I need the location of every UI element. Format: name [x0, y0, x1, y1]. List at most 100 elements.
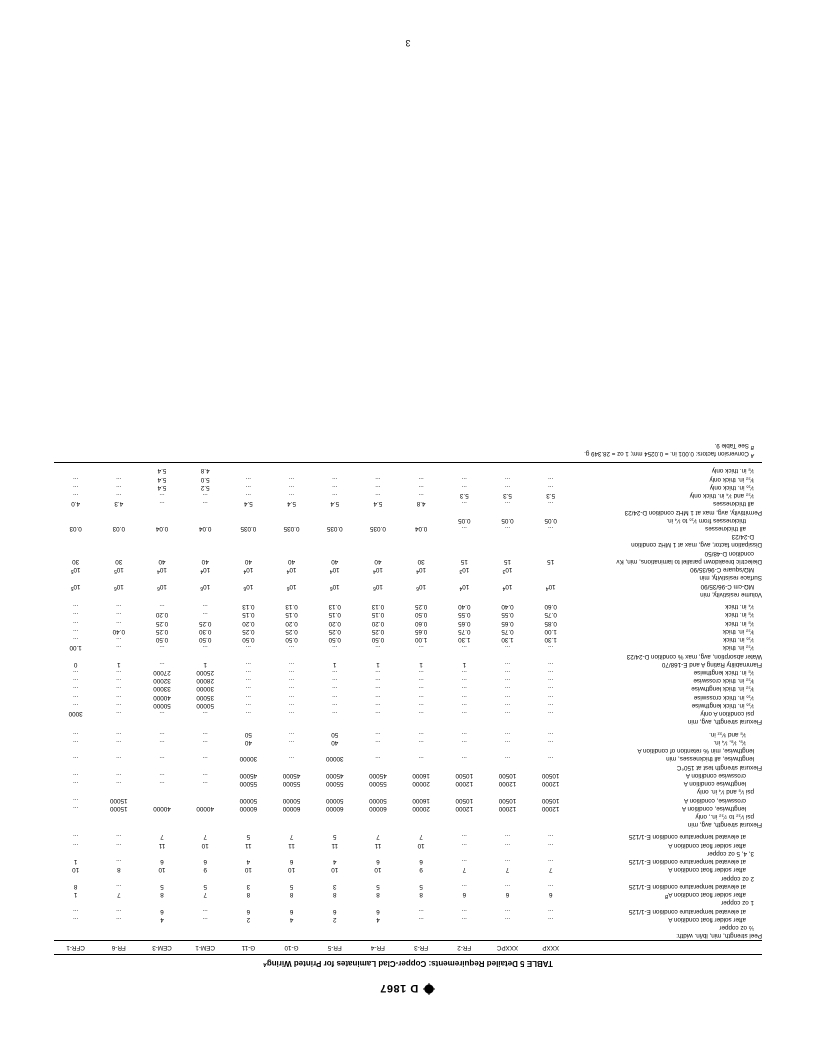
- cell: ...: [270, 693, 313, 701]
- cell: [486, 812, 529, 820]
- cell: [356, 820, 399, 828]
- cell: [97, 590, 140, 598]
- table-row: ¹⁄₈ in. thick0.850.650.650.600.200.200.2…: [54, 619, 762, 627]
- cell: ...: [529, 709, 572, 717]
- cell: 40: [184, 557, 227, 565]
- cell: ...: [486, 915, 529, 923]
- cell: [184, 746, 227, 754]
- cell: [97, 763, 140, 771]
- cell: ...: [54, 602, 97, 610]
- row-label: Water absorption, avg, max % condition D…: [572, 652, 762, 660]
- cell: [486, 820, 529, 828]
- cell: 60000: [356, 804, 399, 812]
- row-label: crosswise condition A: [572, 771, 762, 779]
- cell: 5.4: [140, 483, 183, 491]
- cell: ...: [313, 491, 356, 499]
- cell: ...: [54, 685, 97, 693]
- table-row: all thicknesses.........0.040.0350.0350.…: [54, 524, 762, 532]
- cell: ...: [97, 833, 140, 841]
- cell: ...: [443, 882, 486, 890]
- cell: [227, 718, 270, 726]
- cell: 10: [270, 866, 313, 874]
- cell: [184, 849, 227, 857]
- cell: 4: [313, 857, 356, 865]
- col-5: FR-4: [356, 940, 399, 954]
- cell: 104: [140, 565, 183, 573]
- cell: [270, 763, 313, 771]
- cell: [54, 763, 97, 771]
- cell: ...: [486, 882, 529, 890]
- cell: [270, 849, 313, 857]
- cell: ...: [400, 738, 443, 746]
- cell: 10500: [443, 796, 486, 804]
- cell: 0.65: [486, 619, 529, 627]
- cell: ...: [227, 483, 270, 491]
- cell: [54, 812, 97, 820]
- cell: [140, 849, 183, 857]
- cell: [443, 763, 486, 771]
- cell: ...: [356, 677, 399, 685]
- cell: [313, 541, 356, 549]
- cell: ...: [54, 677, 97, 685]
- cell: 55000: [270, 779, 313, 787]
- row-label: ¹⁄₈ and ⁹⁄₃₂ in.: [572, 730, 762, 738]
- cell: ...: [227, 644, 270, 652]
- cell: 106: [356, 582, 399, 590]
- cell: [270, 932, 313, 941]
- cell: ...: [270, 475, 313, 483]
- cell: 0.035: [270, 524, 313, 532]
- cell: 50000: [140, 701, 183, 709]
- cell: 60000: [270, 804, 313, 812]
- cell: [184, 899, 227, 907]
- table-row: MΩ-cm C-96/35/90104104104106106106106106…: [54, 582, 762, 590]
- cell: ...: [97, 907, 140, 915]
- cell: [313, 590, 356, 598]
- cell: 5.3: [443, 491, 486, 499]
- cell: 4.3: [97, 500, 140, 508]
- cell: ...: [443, 755, 486, 763]
- cell: 4: [140, 915, 183, 923]
- cell: ...: [184, 602, 227, 610]
- cell: [356, 932, 399, 941]
- cell: 106: [400, 582, 443, 590]
- cell: 10: [184, 841, 227, 849]
- cell: [529, 574, 572, 582]
- cell: [227, 574, 270, 582]
- cell: 0.15: [227, 611, 270, 619]
- cell: [227, 463, 270, 475]
- table-row: thicknesses from ¹⁄₁₆ to ¹⁄₄ in.0.050.05…: [54, 516, 762, 524]
- row-label: at elevated temperature condition E-1/12…: [572, 882, 762, 890]
- row-label: lengthwise, condition A: [572, 804, 762, 812]
- cell: [270, 549, 313, 557]
- cell: 104: [486, 582, 529, 590]
- table-row: condition D-48/50: [54, 549, 762, 557]
- row-label: psi ¹⁄₈ and ¹⁄₄ in. only: [572, 788, 762, 796]
- cell: ...: [356, 730, 399, 738]
- cell: ...: [54, 771, 97, 779]
- cell: 10: [356, 866, 399, 874]
- row-label: ¹⁄₁₆ in. thick lengthwise: [572, 701, 762, 709]
- cell: 0.55: [443, 611, 486, 619]
- table-row: at elevated temperature condition E-1/12…: [54, 857, 762, 865]
- cell: 9: [184, 866, 227, 874]
- doc-id: D 1867: [380, 982, 418, 994]
- table-footnotes: A Conversion factors: 0.001 in. = 0.0254…: [54, 442, 762, 458]
- cell: 60000: [313, 804, 356, 812]
- cell: [270, 508, 313, 516]
- cell: [486, 874, 529, 882]
- cell: ...: [486, 660, 529, 668]
- cell: 20000: [400, 804, 443, 812]
- table-row: ¹⁄₈, ¹⁄₈, ¹⁄₄ in................40...40.…: [54, 738, 762, 746]
- cell: ...: [400, 677, 443, 685]
- cell: 6: [486, 890, 529, 898]
- cell: 6: [529, 890, 572, 898]
- cell: 106: [97, 582, 140, 590]
- cell: ...: [443, 833, 486, 841]
- cell: ...: [270, 668, 313, 676]
- footnote: B See Table 9.: [54, 442, 762, 450]
- cell: [270, 812, 313, 820]
- cell: [400, 812, 443, 820]
- cell: ...: [54, 627, 97, 635]
- cell: ...: [529, 730, 572, 738]
- cell: [54, 533, 97, 541]
